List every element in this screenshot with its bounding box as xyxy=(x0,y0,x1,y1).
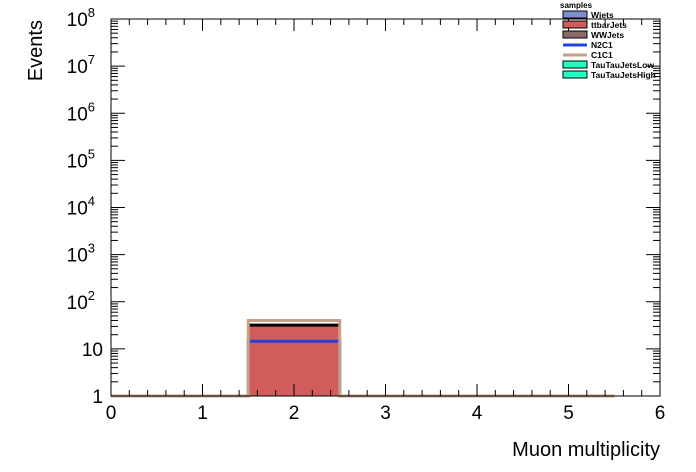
legend-swatch xyxy=(562,30,588,39)
y-tick-label: 10 xyxy=(82,340,103,361)
y-tick-exponent: 6 xyxy=(88,99,95,114)
x-tick-label: 6 xyxy=(655,403,666,424)
legend: samples WjetsttbarJetsWWJetsN2C1C1C1TauT… xyxy=(560,1,656,80)
y-tick-exponent: 2 xyxy=(88,288,95,303)
plot-marks xyxy=(111,319,615,398)
legend-label: TauTauJetsHigh xyxy=(591,70,656,80)
y-tick-exponent: 4 xyxy=(88,194,95,209)
y-tick-exponent: 7 xyxy=(88,52,95,67)
x-axis: 0 1 2 3 4 5 6 xyxy=(106,19,666,424)
y-tick-label: 105 xyxy=(67,146,95,172)
y-tick-label: 1 xyxy=(92,387,103,408)
legend-swatch xyxy=(562,10,588,19)
legend-title: samples xyxy=(560,1,593,10)
y-tick-exponent: 5 xyxy=(88,146,95,161)
legend-swatch xyxy=(562,20,588,29)
y-tick-exponent: 3 xyxy=(88,241,95,256)
legend-label: ttbarJets xyxy=(591,20,627,30)
y-tick-label: 106 xyxy=(67,99,95,125)
legend-label: N2C1 xyxy=(591,40,613,50)
x-tick-label: 1 xyxy=(197,403,208,424)
y-tick-label: 108 xyxy=(67,5,95,31)
legend-label: TauTauJetsLow xyxy=(591,60,654,70)
x-tick-label: 4 xyxy=(472,403,483,424)
y-axis-title: Events xyxy=(25,20,47,81)
x-axis-title: Muon multiplicity xyxy=(512,439,660,461)
legend-swatch xyxy=(562,70,588,79)
legend-label: C1C1 xyxy=(591,50,613,60)
y-tick-label: 104 xyxy=(67,194,95,220)
y-tick-label: 102 xyxy=(67,288,95,314)
x-tick-label: 5 xyxy=(563,403,574,424)
legend-swatch xyxy=(562,60,588,69)
y-tick-label: 103 xyxy=(67,241,95,267)
x-tick-label: 2 xyxy=(289,403,300,424)
legend-label: Wjets xyxy=(591,10,614,20)
legend-label: WWJets xyxy=(591,30,624,40)
y-tick-exponent: 8 xyxy=(88,5,95,20)
line-n2c1 xyxy=(111,339,615,398)
x-tick-label: 3 xyxy=(380,403,391,424)
x-tick-label: 0 xyxy=(106,403,117,424)
y-tick-label: 107 xyxy=(67,52,95,78)
line-c1c1 xyxy=(111,319,615,398)
